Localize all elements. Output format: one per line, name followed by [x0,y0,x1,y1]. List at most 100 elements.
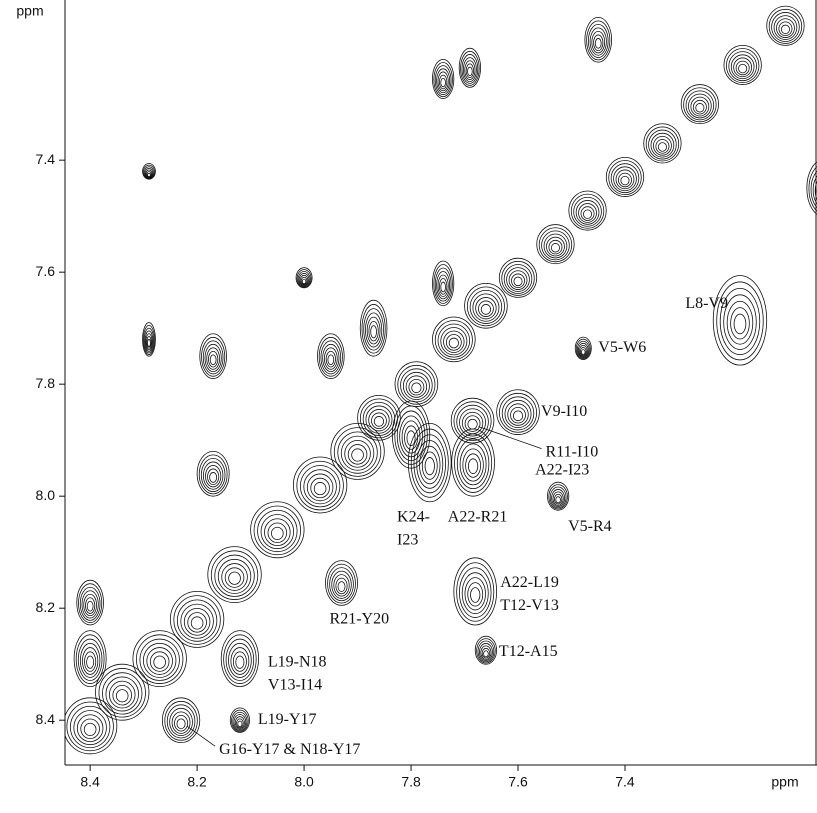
contour [169,590,225,648]
peak [325,560,358,606]
contour [411,382,422,394]
contour [589,27,607,56]
peak-label: L19-N18 [268,653,327,670]
contour [232,651,247,672]
contour [421,451,438,480]
contour [480,645,492,660]
contour [204,343,222,373]
peak [584,16,613,63]
contour [456,438,490,490]
peak-label: V5-W6 [598,339,646,356]
peak-label: V9-I10 [541,403,587,420]
contour [578,203,597,223]
contour [405,375,428,398]
contour [297,271,311,287]
contour [143,327,155,354]
contour [173,595,221,645]
contour [357,394,401,441]
contour [573,196,602,227]
peak [391,400,431,469]
peak [605,156,645,197]
contour [583,209,593,219]
peak-label: T12-A15 [499,643,558,660]
contour [108,680,136,709]
contour [236,718,244,728]
contour [102,672,143,715]
contour [481,647,491,659]
peak [357,394,401,441]
contour [347,444,368,465]
contour [210,550,259,600]
contour [511,273,525,289]
peak [292,456,348,514]
contour [407,422,452,503]
contour [464,60,476,80]
contour [434,65,452,96]
contour [434,267,452,302]
contour [207,468,220,486]
contour [75,634,105,684]
contour [458,567,492,618]
contour [176,599,218,642]
contour [292,456,348,514]
contour [82,647,99,675]
contour [142,642,177,678]
peak [65,697,118,755]
contour [467,418,478,430]
contour [344,439,371,468]
contour [451,428,495,497]
contour [340,435,375,471]
peak [317,333,345,379]
contour [327,354,335,366]
contour [83,593,97,617]
peak [196,450,230,497]
contour [680,84,719,125]
contour [438,278,448,295]
contour [467,66,473,77]
contour [512,410,524,422]
contour [608,160,642,196]
contour [337,431,378,474]
contour [814,181,817,201]
contour [719,287,761,356]
contour [536,224,575,265]
peak [458,47,481,88]
contour [648,129,677,160]
peak-label: K24- [397,508,430,525]
contour [549,486,567,509]
contour [467,458,479,474]
x-tick-label: 8.0 [294,774,314,790]
contour [142,164,155,180]
contour [153,655,166,669]
contour [301,278,307,284]
contour [776,18,795,38]
peak [712,275,768,366]
contour [436,68,451,94]
contour [229,707,250,733]
contour [207,546,262,603]
contour [469,289,503,324]
contour [510,406,526,424]
peak-label: L19-Y17 [258,711,317,728]
contour [688,93,712,119]
contour [221,563,248,591]
contour [437,71,449,92]
contour [397,364,436,405]
contour [690,96,710,117]
peak-label: G16-Y17 & N18-Y17 [219,741,360,758]
contour [174,714,189,732]
x-tick-label: 7.6 [508,774,528,790]
peak [220,630,260,687]
contour [250,501,305,559]
contour [513,276,523,287]
contour [553,493,563,505]
contour [368,409,390,432]
contour [479,643,493,661]
contour [575,338,591,360]
contour [166,704,196,739]
contour [317,333,345,379]
peak-label: A22-R21 [448,508,508,525]
contour [371,412,387,430]
contour [77,638,103,681]
contour [169,707,193,737]
